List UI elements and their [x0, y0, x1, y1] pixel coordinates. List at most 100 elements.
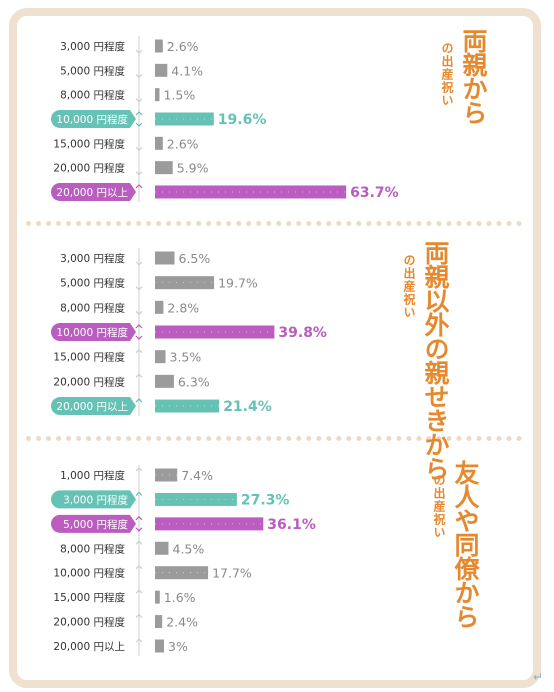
data-label: 63.7% [350, 185, 399, 201]
category-label: 8,000 円程度 [60, 301, 125, 314]
section-1-title: 両親から の出産祝い [440, 28, 488, 124]
arrow-down-icon [135, 73, 143, 79]
data-label: 6.3% [178, 374, 210, 389]
category-pill [51, 514, 136, 533]
arrow-down-icon [135, 98, 143, 103]
bar [155, 39, 163, 53]
bar [155, 615, 163, 629]
data-label: 3% [168, 639, 188, 654]
arrow-up-icon [135, 324, 143, 329]
bar [155, 468, 178, 482]
arrow-up-icon [135, 564, 143, 570]
bar [155, 63, 168, 77]
bar [155, 185, 347, 199]
data-label: 1.6% [164, 590, 196, 605]
arrow-up-icon [135, 540, 143, 545]
data-label: 36.1% [267, 517, 316, 533]
arrow-down-icon [135, 122, 143, 127]
data-label: 4.1% [171, 63, 203, 78]
category-label: 5,000 円程度 [60, 277, 125, 290]
arrow-down-icon [135, 261, 143, 266]
category-pill [51, 182, 136, 201]
bar [155, 517, 264, 531]
arrow-down-icon [135, 171, 143, 176]
bar [155, 251, 175, 265]
bar [155, 88, 160, 102]
bar [155, 492, 237, 506]
return-mark: ↵ [533, 670, 544, 684]
data-label: 2.4% [166, 615, 198, 630]
bar [155, 300, 164, 314]
category-label: 10,000 円程度 [53, 567, 125, 580]
bar [155, 399, 220, 413]
section-divider [26, 436, 522, 441]
category-label: 20,000 円程度 [53, 375, 125, 388]
arrow-down-icon [135, 335, 143, 340]
section-1-title-sub: の出産祝い [440, 42, 454, 107]
bar [155, 350, 166, 364]
arrow-down-icon [135, 146, 143, 152]
arrow-up-icon [135, 613, 143, 619]
data-label: 39.8% [278, 325, 327, 341]
data-label: 27.3% [241, 492, 290, 508]
category-label: 15,000 円程度 [53, 351, 125, 364]
section-3-title-sub: の出産祝い [432, 474, 446, 539]
data-label: 2.8% [167, 300, 199, 315]
category-label: 15,000 円程度 [53, 591, 125, 604]
category-label: 3,000 円程度 [60, 252, 125, 265]
bar [155, 541, 169, 555]
arrow-up-icon [135, 491, 143, 496]
category-label: 5,000 円程度 [60, 64, 125, 77]
arrow-up-icon [135, 467, 143, 472]
category-label: 20,000 円程度 [53, 162, 125, 175]
data-label: 7.4% [181, 468, 213, 483]
data-label: 2.6% [167, 39, 199, 54]
category-label: 15,000 円程度 [53, 137, 125, 150]
data-label: 1.5% [164, 88, 196, 103]
category-label: 20,000 円以上 [53, 641, 125, 653]
arrow-up-icon [135, 516, 143, 521]
category-label: 20,000 円以上 [56, 401, 128, 413]
bar [155, 590, 160, 604]
bar [155, 136, 163, 150]
bar [155, 566, 209, 580]
category-label: 8,000 円程度 [60, 542, 125, 555]
category-pill [51, 323, 136, 342]
bar [155, 161, 173, 175]
category-label: 8,000 円程度 [60, 89, 125, 102]
category-label: 3,000 円程度 [63, 493, 128, 506]
data-label: 19.7% [218, 276, 258, 291]
category-label: 10,000 円程度 [56, 113, 128, 126]
bar [155, 374, 174, 388]
data-label: 4.5% [173, 541, 205, 556]
arrow-down-icon [135, 527, 143, 532]
category-pill [51, 490, 136, 509]
category-label: 20,000 円以上 [56, 187, 128, 199]
section-2-title-sub: の出産祝い [402, 254, 416, 319]
category-label: 3,000 円程度 [60, 40, 125, 53]
category-label: 10,000 円程度 [56, 326, 128, 339]
data-label: 21.4% [223, 399, 272, 415]
data-label: 19.6% [218, 112, 267, 128]
data-label: 2.6% [167, 136, 199, 151]
arrow-up-icon [135, 638, 143, 643]
arrow-up-icon [135, 111, 143, 116]
category-pill [51, 397, 136, 416]
section-divider [26, 221, 522, 226]
arrow-down-icon [135, 286, 143, 291]
arrow-down-icon [135, 49, 143, 54]
data-label: 5.9% [177, 161, 209, 176]
data-label: 6.5% [179, 251, 211, 266]
arrow-up-icon [135, 373, 143, 378]
bar [155, 325, 275, 339]
data-label: 3.5% [170, 350, 202, 365]
bar [155, 639, 164, 653]
arrow-up-icon [135, 348, 143, 354]
arrow-down-icon [135, 310, 143, 316]
bar [155, 112, 214, 126]
arrow-up-icon [135, 589, 143, 594]
bar [155, 276, 215, 290]
category-label: 1,000 円程度 [60, 469, 125, 482]
arrow-up-icon [135, 184, 143, 189]
